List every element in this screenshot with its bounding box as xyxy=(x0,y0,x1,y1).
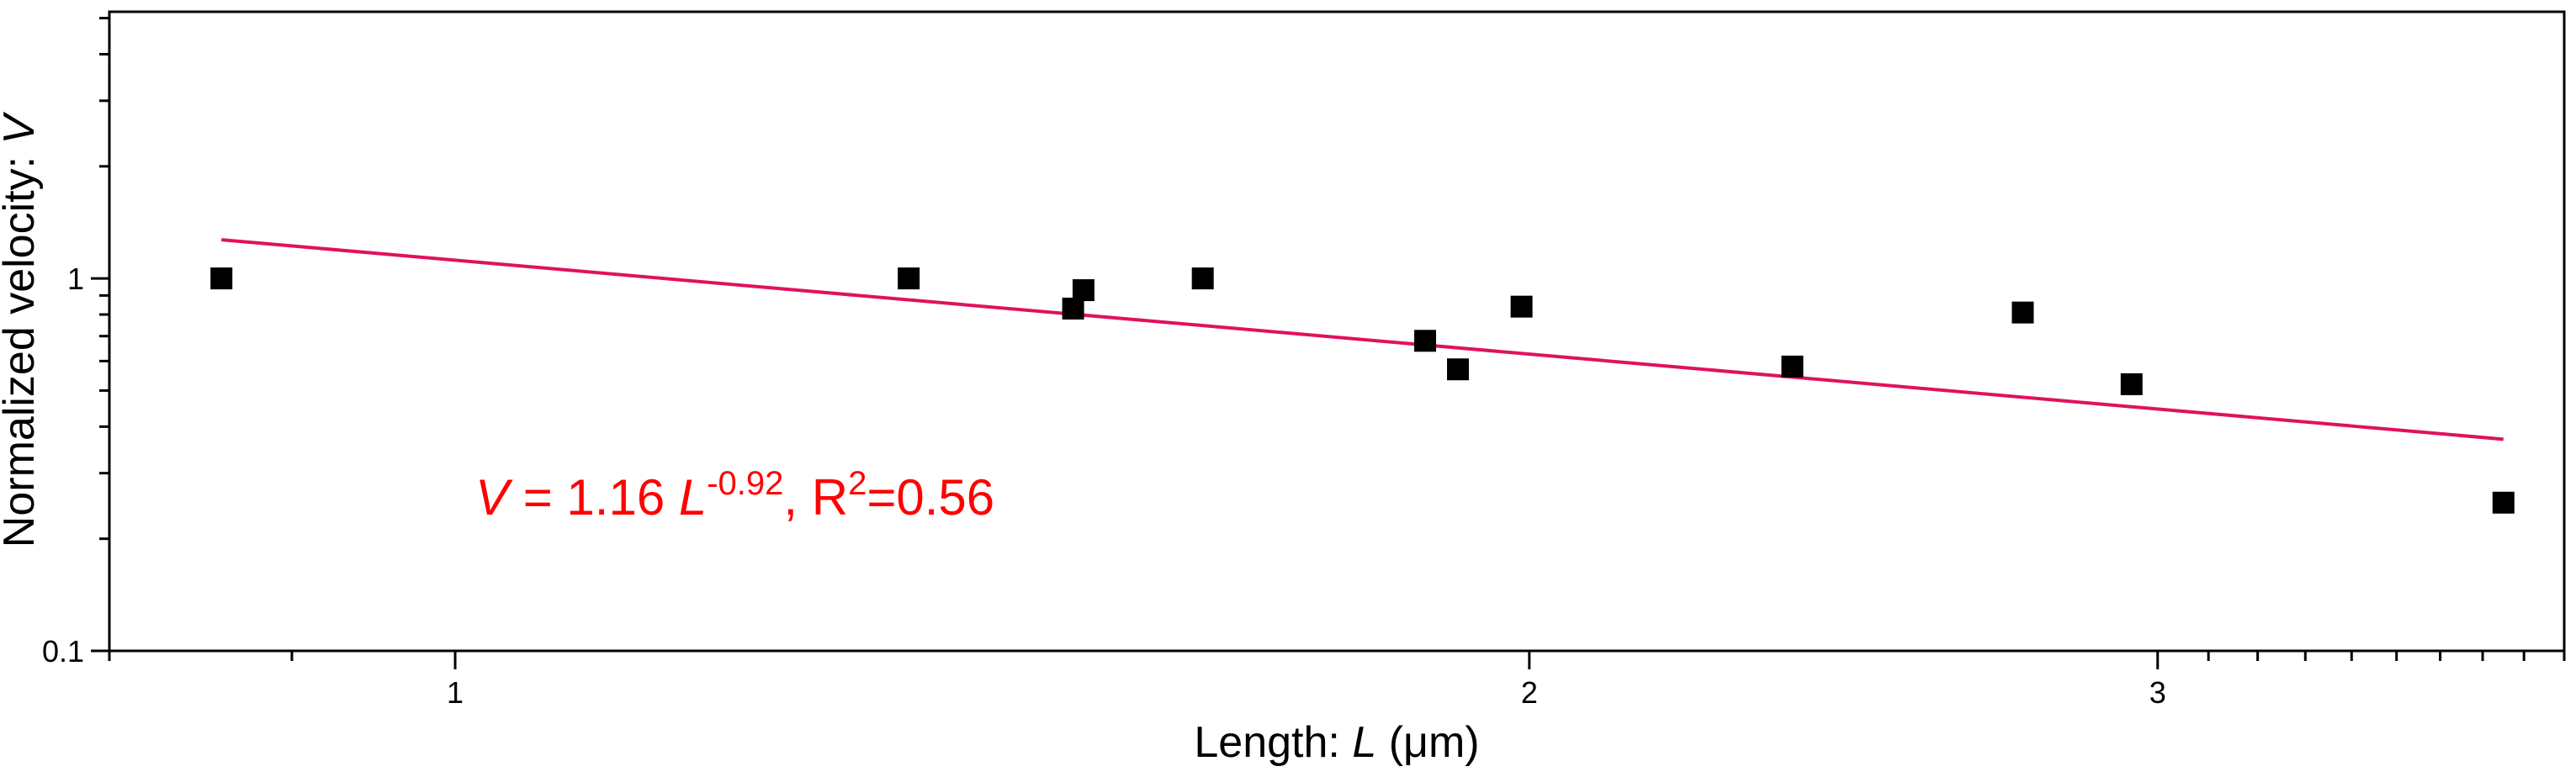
plot-frame xyxy=(108,10,2566,653)
fit-eq-text: = 1.16 xyxy=(509,469,679,526)
data-point xyxy=(1191,267,1214,290)
x-tick-label: 2 xyxy=(1521,675,1538,710)
fit-r2-text: , R xyxy=(783,469,848,526)
data-point xyxy=(1072,279,1095,302)
data-point xyxy=(1062,297,1084,320)
data-point xyxy=(1414,330,1437,352)
data-point xyxy=(1447,358,1470,381)
x-tick-label: 1 xyxy=(447,675,464,710)
fit-r2-value: =0.56 xyxy=(867,469,994,526)
data-points xyxy=(210,267,2515,514)
fit-eq-base: L xyxy=(679,469,707,526)
y-axis-title-prefix: Normalized velocity: xyxy=(0,144,44,547)
y-axis-title: Normalized velocity: V xyxy=(0,111,44,547)
data-point xyxy=(1781,355,1804,378)
fit-equation: V = 1.16 L-0.92, R2=0.56 xyxy=(475,465,994,526)
axis-ticks xyxy=(91,17,2566,669)
data-point xyxy=(2120,373,2143,395)
data-point xyxy=(2012,301,2034,324)
y-axis-title-var: V xyxy=(0,111,44,144)
fit-r2-sup: 2 xyxy=(848,465,867,502)
data-point xyxy=(210,267,233,290)
x-tick-label: 3 xyxy=(2149,675,2166,710)
data-point xyxy=(898,267,920,290)
data-point xyxy=(1510,295,1533,318)
fit-line xyxy=(221,238,2504,441)
y-tick-label: 1 xyxy=(67,262,84,296)
fit-eq-exponent: -0.92 xyxy=(707,465,783,502)
x-axis-title-prefix: Length: xyxy=(1194,718,1352,767)
x-axis-title: Length: L (μm) xyxy=(1194,718,1479,767)
y-tick-label: 0.1 xyxy=(42,634,84,669)
tick-labels: 1 2 3 0.1 1 xyxy=(42,262,2166,710)
x-axis-title-unit: (μm) xyxy=(1376,718,1479,767)
data-point xyxy=(2492,491,2515,514)
fit-eq-var: V xyxy=(475,469,513,526)
x-axis-title-var: L xyxy=(1352,718,1376,767)
